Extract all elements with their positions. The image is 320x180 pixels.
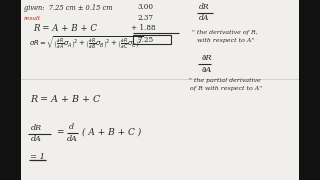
Text: 7.25: 7.25	[138, 36, 154, 44]
Text: with respect to A": with respect to A"	[197, 38, 254, 43]
Text: " the derivative of R,: " the derivative of R,	[192, 30, 258, 35]
Text: result: result	[24, 16, 41, 21]
Text: ∂A: ∂A	[202, 66, 212, 74]
Text: ( A + B + C ): ( A + B + C )	[82, 128, 141, 137]
Bar	[0, 0, 21, 180]
Text: ∂R: ∂R	[202, 54, 212, 62]
Text: $\sigma R = \sqrt{\left(\frac{\partial R}{\partial A}\sigma_A\right)^{\!2}+\left: $\sigma R = \sqrt{\left(\frac{\partial R…	[29, 34, 144, 51]
Text: given:  7.25 cm ± 0.15 cm: given: 7.25 cm ± 0.15 cm	[24, 4, 113, 12]
Text: of R with respect to A": of R with respect to A"	[190, 86, 262, 91]
Text: 3.00: 3.00	[138, 3, 154, 11]
Text: dA: dA	[67, 135, 78, 143]
Text: =: =	[56, 128, 63, 137]
Text: dR: dR	[30, 124, 42, 132]
Bar	[299, 0, 320, 180]
Text: R = A + B + C: R = A + B + C	[34, 24, 98, 33]
Text: = 1: = 1	[30, 153, 45, 161]
Text: dA: dA	[198, 14, 209, 22]
Text: dR: dR	[198, 3, 209, 11]
Text: " the partial derivative: " the partial derivative	[189, 78, 261, 84]
Text: 2.37: 2.37	[138, 14, 154, 22]
Text: R = A + B + C: R = A + B + C	[30, 94, 101, 103]
Text: + 1.88: + 1.88	[131, 24, 156, 32]
Text: dA: dA	[30, 135, 41, 143]
Text: d: d	[69, 123, 74, 131]
